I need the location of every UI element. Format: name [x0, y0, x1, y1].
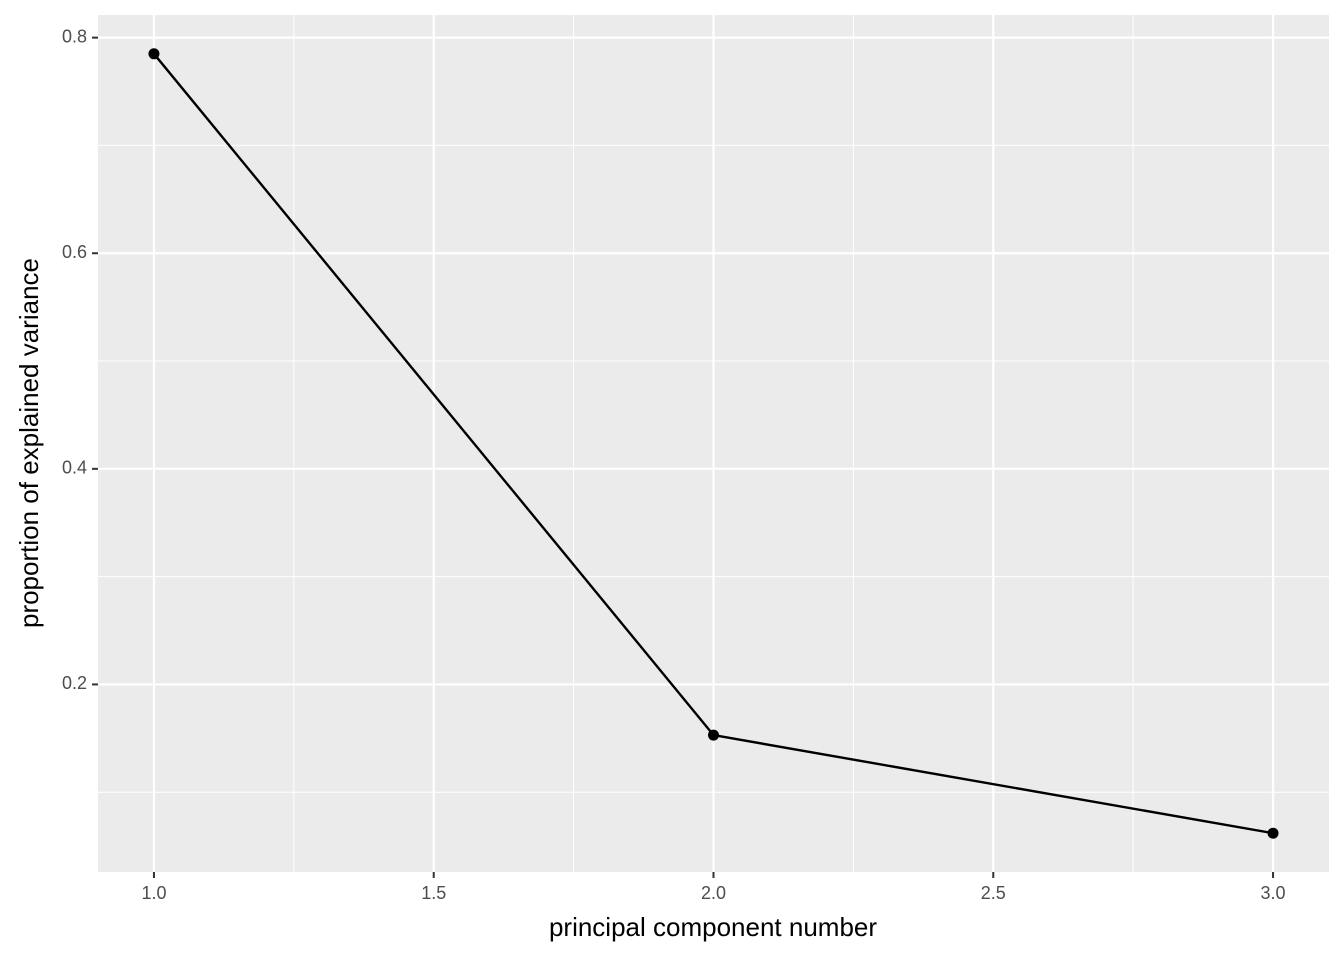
y-tick-label: 0.8 [62, 26, 87, 46]
major-grid [98, 15, 1329, 872]
y-axis-title: proportion of explained variance [14, 258, 44, 628]
x-tick-label: 2.5 [981, 883, 1006, 903]
x-tick-label: 1.0 [141, 883, 166, 903]
x-tick-label: 1.5 [421, 883, 446, 903]
y-tick-label: 0.6 [62, 242, 87, 262]
x-tick-label: 3.0 [1261, 883, 1286, 903]
y-tick-label: 0.4 [62, 458, 87, 478]
data-layer [148, 48, 1279, 839]
data-point [708, 729, 719, 741]
axes: 1.0 1.5 2.0 2.5 3.0 0.2 0.4 0.6 0.8 [62, 26, 1286, 902]
y-tick-label: 0.2 [62, 673, 87, 693]
x-axis-title: principal component number [549, 912, 877, 942]
x-tick-label: 2.0 [701, 883, 726, 903]
data-point [148, 48, 160, 60]
data-point [1267, 827, 1279, 839]
